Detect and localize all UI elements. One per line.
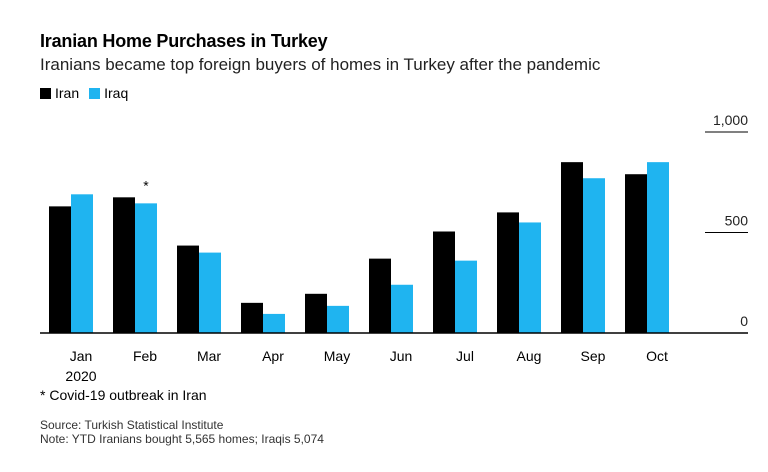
x-tick-label-oct: Oct	[646, 348, 668, 364]
chart-title: Iranian Home Purchases in Turkey	[40, 31, 328, 51]
source-text: Source: Turkish Statistical Institute	[40, 418, 224, 432]
bar-iran-jan	[49, 206, 71, 333]
footnote: * Covid-19 outbreak in Iran	[40, 387, 207, 403]
bar-iran-aug	[497, 212, 519, 333]
legend-label-iraq: Iraq	[104, 85, 129, 101]
bar-iran-jun	[369, 258, 391, 333]
legend-label-iran: Iran	[55, 85, 80, 101]
bar-iraq-mar	[199, 252, 221, 333]
legend-item-iraq: Iraq	[89, 85, 128, 101]
bar-iran-sep	[561, 162, 583, 333]
bar-iran-oct	[625, 174, 647, 333]
bar-iraq-sep	[583, 178, 605, 333]
bar-iran-jul	[433, 231, 455, 333]
bar-iran-feb	[113, 197, 135, 333]
legend-swatch-iraq	[89, 87, 101, 99]
x-year-label: 2020	[65, 368, 96, 384]
x-tick-label-apr: Apr	[262, 348, 284, 364]
bar-iraq-jul	[455, 260, 477, 333]
bar-iraq-apr	[263, 313, 285, 333]
bar-chart: 0 500 1,000 Jan Feb Mar Apr May Jun Jul Aug Sep Oct 2…	[40, 112, 749, 384]
annotation-feb: *	[143, 177, 149, 193]
x-tick-label-sep: Sep	[581, 348, 606, 364]
bar-iran-apr	[241, 302, 263, 333]
bar-iran-mar	[177, 245, 199, 333]
bar-iraq-aug	[519, 222, 541, 333]
x-tick-label-jan: Jan	[70, 348, 93, 364]
bar-iraq-feb	[135, 203, 157, 333]
source-block: Source: Turkish Statistical Institute No…	[40, 418, 324, 446]
chart-subtitle: Iranians became top foreign buyers of ho…	[40, 55, 601, 74]
x-tick-label-may: May	[324, 348, 350, 364]
bar-iraq-oct	[647, 162, 669, 333]
y-tick-label-1000: 1,000	[713, 112, 748, 128]
y-tick-label-0: 0	[740, 313, 748, 329]
bar-iraq-may	[327, 305, 349, 333]
x-tick-label-jun: Jun	[390, 348, 413, 364]
x-tick-label-aug: Aug	[517, 348, 542, 364]
x-tick-label-mar: Mar	[197, 348, 221, 364]
y-tick-label-500: 500	[725, 213, 749, 229]
note-text: Note: YTD Iranians bought 5,565 homes; I…	[40, 432, 324, 446]
legend: Iran Iraq	[40, 85, 138, 101]
bar-iraq-jun	[391, 284, 413, 333]
x-tick-label-feb: Feb	[133, 348, 157, 364]
bar-iraq-jan	[71, 194, 93, 333]
legend-swatch-iran	[40, 87, 51, 99]
x-tick-label-jul: Jul	[456, 348, 474, 364]
legend-item-iran: Iran	[40, 85, 79, 101]
bar-iran-may	[305, 293, 327, 333]
